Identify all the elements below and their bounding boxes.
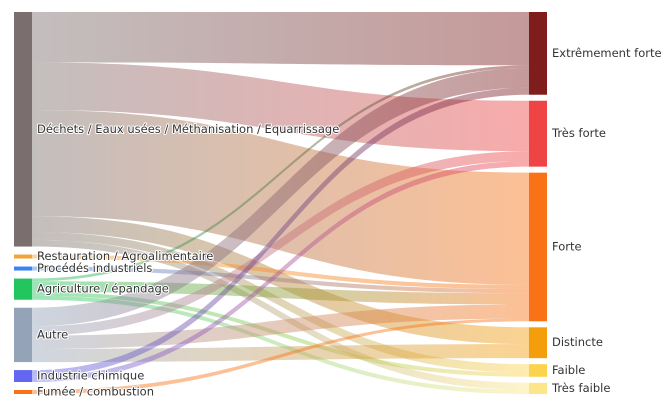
source-node-restauration[interactable]	[14, 254, 32, 259]
link-fumee-forte[interactable]	[32, 318, 529, 394]
source-node-autre[interactable]	[14, 307, 32, 363]
source-node-chimique[interactable]	[14, 370, 32, 382]
link-dechets-tresforte[interactable]	[32, 62, 529, 152]
link-autre-extreme[interactable]	[32, 68, 529, 327]
source-label-restauration: Restauration / Agroalimentaire	[37, 249, 213, 263]
link-chimique-tresforte[interactable]	[32, 161, 529, 382]
link-chimique-extreme[interactable]	[32, 87, 529, 377]
link-agriculture-tresfaible[interactable]	[32, 295, 529, 394]
source-label-autre: Autre	[37, 327, 68, 341]
target-node-extreme[interactable]	[529, 12, 547, 95]
target-label-tresforte: Très forte	[551, 126, 606, 140]
link-agriculture-faible[interactable]	[32, 291, 529, 377]
target-node-distincte[interactable]	[529, 327, 547, 359]
source-node-agriculture[interactable]	[14, 278, 32, 300]
link-autre-tresforte[interactable]	[32, 151, 529, 336]
link-dechets-extreme[interactable]	[32, 12, 529, 66]
target-label-forte: Forte	[552, 239, 582, 253]
target-label-faible: Faible	[552, 363, 585, 377]
source-node-fumee[interactable]	[14, 390, 32, 394]
target-node-tresforte[interactable]	[529, 100, 547, 167]
source-node-dechets[interactable]	[14, 12, 32, 247]
link-agriculture-extreme[interactable]	[32, 65, 529, 282]
target-label-distincte: Distincte	[552, 335, 603, 349]
sankey-links	[32, 12, 529, 394]
source-label-dechets: Déchets / Eaux usées / Méthanisation / E…	[37, 122, 339, 136]
link-procedes-forte[interactable]	[32, 266, 529, 294]
link-dechets-tresfaible[interactable]	[32, 239, 529, 390]
source-label-chimique: Industrie chimique	[37, 369, 144, 383]
source-label-procedes: Procédés industriels	[37, 261, 152, 275]
sankey-labels: Déchets / Eaux usées / Méthanisation / E…	[36, 46, 662, 400]
source-label-agriculture: Agriculture / épandage	[37, 282, 169, 296]
target-node-forte[interactable]	[529, 172, 547, 322]
target-node-faible[interactable]	[529, 364, 547, 377]
sankey-nodes	[14, 12, 547, 394]
source-node-procedes[interactable]	[14, 266, 32, 271]
source-label-fumee: Fumée / combustion	[37, 385, 154, 399]
target-label-tresfaible: Très faible	[551, 381, 610, 395]
target-node-tresfaible[interactable]	[529, 382, 547, 394]
link-autre-forte[interactable]	[32, 304, 529, 349]
target-label-extreme: Extrêmement forte	[552, 46, 662, 60]
link-dechets-faible[interactable]	[32, 231, 529, 373]
